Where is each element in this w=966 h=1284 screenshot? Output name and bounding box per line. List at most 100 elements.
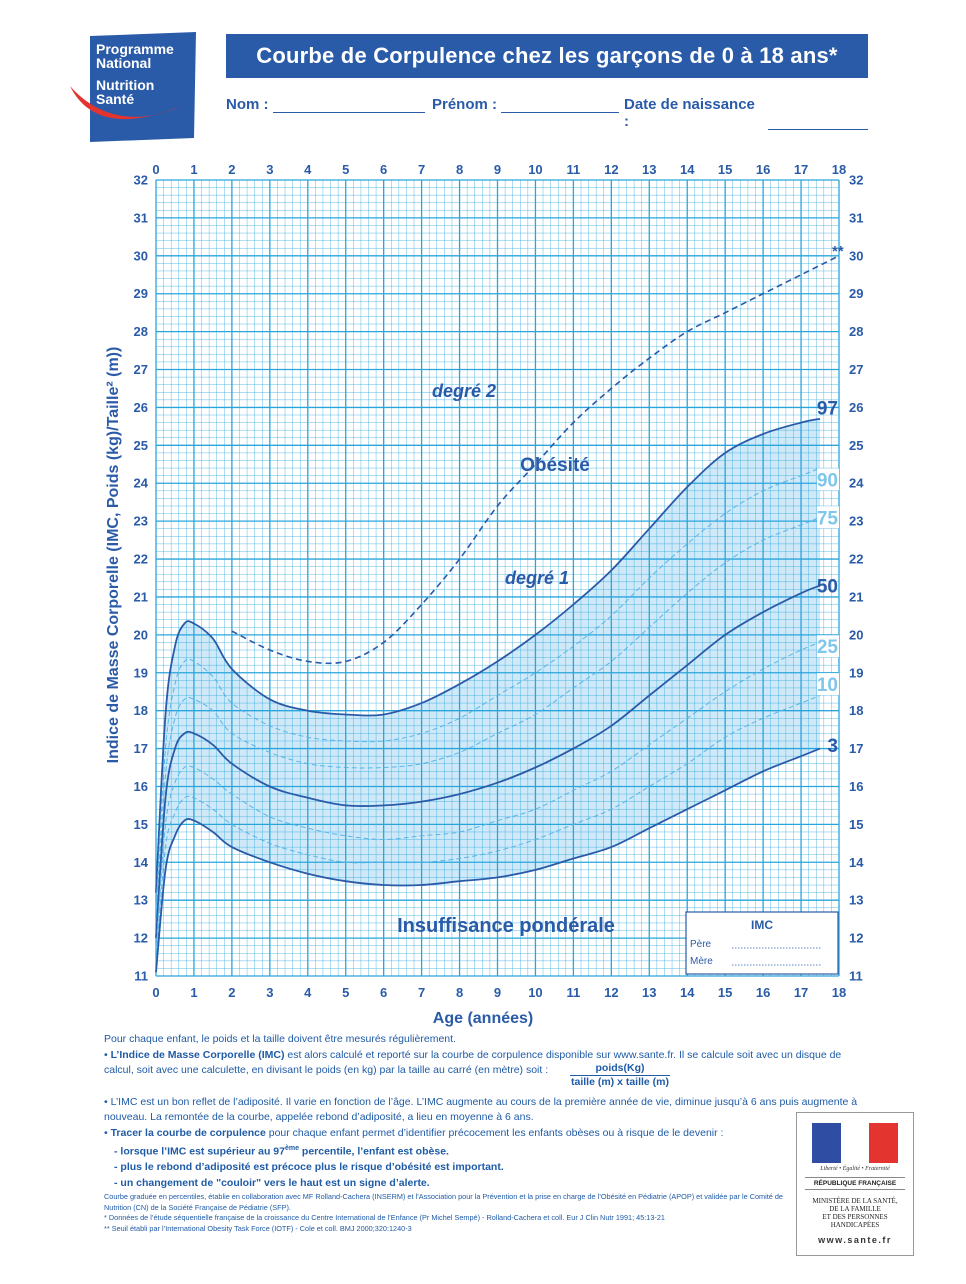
x-tick-bottom: 8 — [456, 985, 463, 1000]
imc-pere-label: Père — [690, 939, 712, 950]
percentile-curves — [155, 255, 840, 973]
x-tick-bottom: 10 — [528, 985, 542, 1000]
prenom-line — [501, 100, 620, 113]
y-tick-left: 31 — [134, 210, 148, 225]
y-tick-right: 14 — [849, 855, 864, 870]
y-tick-right: 24 — [849, 476, 864, 491]
curve-p90 — [155, 467, 821, 908]
x-tick-top: 7 — [418, 162, 425, 177]
prenom-label: Prénom : — [432, 96, 498, 113]
x-tick-top: 12 — [604, 162, 618, 177]
percentile-labels: 97 90 75 50 25 10 3 — [817, 398, 839, 757]
note-bullet1: - lorsque l’IMC est supérieur au 97ème p… — [104, 1141, 866, 1160]
y-tick-right: 31 — [849, 210, 863, 225]
y-tick-left: 13 — [134, 893, 148, 908]
percentile-label-bg — [817, 673, 839, 696]
date-naissance-line — [768, 117, 868, 130]
note-bullet1-b: percentile, l’enfant est obèse. — [298, 1145, 449, 1158]
y-tick-left: 29 — [134, 286, 148, 301]
percentile-label-p75: 75 — [817, 508, 839, 529]
ministry-url[interactable]: www.sante.fr — [818, 1235, 892, 1245]
x-tick-top: 16 — [756, 162, 770, 177]
formula-denominator: taille (m) x taille (m) — [570, 1076, 670, 1088]
identity-fields: Nom : Prénom : Date de naissance : — [226, 96, 868, 130]
footnote-2: * Données de l’étude séquentielle frança… — [104, 1213, 665, 1222]
nom-label: Nom : — [226, 96, 269, 113]
pnns-logo: Programme National Nutrition Santé — [70, 32, 196, 142]
y-tick-right: 22 — [849, 552, 863, 567]
percentile-label-bg — [817, 468, 839, 491]
percentile-label-p90: 90 — [817, 470, 838, 491]
curve-p50 — [155, 584, 821, 939]
logo-line1: Programme — [96, 41, 174, 57]
y-tick-left: 25 — [134, 438, 148, 453]
x-tick-bottom: 2 — [228, 985, 235, 1000]
percentile-label-p50: 50 — [817, 577, 838, 598]
y-tick-left: 23 — [134, 514, 148, 529]
percentile-label-p10: 10 — [817, 675, 838, 696]
x-tick-top: 18 — [832, 162, 846, 177]
nom-field[interactable]: Nom : — [226, 96, 425, 113]
percentile-label-bg — [817, 506, 839, 529]
degre2-label: degré 2 — [432, 381, 496, 401]
prenom-field[interactable]: Prénom : — [432, 96, 620, 113]
y-tick-left: 27 — [134, 362, 148, 377]
y-tick-left: 32 — [134, 173, 148, 188]
x-tick-top: 2 — [228, 162, 235, 177]
ministry-line1: MINISTÈRE DE LA SANTÉ, — [812, 1197, 898, 1205]
y-tick-right: 21 — [849, 589, 863, 604]
iotf-marker: ** — [832, 243, 844, 260]
x-tick-top: 8 — [456, 162, 463, 177]
y-tick-right: 26 — [849, 400, 863, 415]
x-tick-top: 1 — [190, 162, 197, 177]
percentile-label-p3: 3 — [827, 736, 838, 757]
y-tick-right: 20 — [849, 627, 863, 642]
y-tick-right: 28 — [849, 324, 863, 339]
y-tick-left: 20 — [134, 627, 148, 642]
x-tick-top: 17 — [794, 162, 808, 177]
note-p1: Pour chaque enfant, le poids et la taill… — [104, 1033, 456, 1045]
ministry-name: MINISTÈRE DE LA SANTÉ, DE LA FAMILLE ET … — [797, 1197, 913, 1229]
note-bullet1-a: - lorsque l’IMC est supérieur au 97 — [114, 1145, 285, 1158]
y-tick-right: 25 — [849, 438, 863, 453]
x-tick-top: 4 — [304, 162, 312, 177]
bmi-chart: 0011223344556677889910101111121213131414… — [105, 162, 865, 1027]
x-tick-bottom: 5 — [342, 985, 349, 1000]
logo-line2: National — [96, 55, 151, 71]
date-naissance-label: Date de naissance : — [624, 96, 755, 130]
note-p4: • Tracer la courbe de corpulence pour ch… — [104, 1126, 724, 1139]
y-tick-right: 32 — [849, 173, 863, 188]
formula-numerator: poids(Kg) — [570, 1062, 670, 1076]
page-title: Courbe de Corpulence chez les garçons de… — [226, 34, 868, 78]
x-tick-bottom: 12 — [604, 985, 618, 1000]
explanatory-notes: Pour chaque enfant, le poids et la taill… — [104, 1032, 866, 1191]
axis-ticks: 0011223344556677889910101111121213131414… — [134, 162, 865, 1000]
curve-p97 — [155, 417, 821, 893]
y-axis-title: Indice de Masse Corporelle (IMC, Poids (… — [105, 347, 122, 764]
y-tick-left: 12 — [134, 931, 148, 946]
date-naissance-field[interactable]: Date de naissance : — [624, 96, 868, 130]
x-tick-top: 5 — [342, 162, 349, 177]
y-tick-left: 19 — [134, 665, 148, 680]
x-tick-bottom: 7 — [418, 985, 425, 1000]
note-p3-text: L’IMC est un bon reflet de l’adiposité. … — [104, 1095, 858, 1124]
y-tick-right: 13 — [849, 893, 863, 908]
note-spacer — [104, 1079, 866, 1095]
y-tick-right: 18 — [849, 703, 863, 718]
y-tick-right: 29 — [849, 286, 863, 301]
degre1-label: degré 1 — [505, 568, 569, 588]
y-tick-right: 11 — [849, 969, 863, 984]
x-tick-top: 10 — [528, 162, 542, 177]
logo-line3: Nutrition — [96, 77, 154, 93]
republique-francaise: RÉPUBLIQUE FRANÇAISE — [805, 1177, 905, 1190]
footnote-3: ** Seuil établi par l’International Obes… — [104, 1223, 412, 1233]
y-tick-right: 15 — [849, 817, 863, 832]
y-tick-right: 12 — [849, 931, 863, 946]
imc-box[interactable]: IMC Père Mère — [685, 911, 839, 975]
ministry-line4: HANDICAPÉES — [830, 1221, 880, 1229]
curve-p25 — [155, 641, 821, 950]
note-p2: • L’Indice de Masse Corporelle (IMC) est… — [104, 1048, 842, 1077]
y-tick-right: 16 — [849, 779, 863, 794]
note-p3: • L’IMC est un bon reflet de l’adiposité… — [104, 1095, 858, 1124]
y-tick-right: 30 — [849, 248, 863, 263]
